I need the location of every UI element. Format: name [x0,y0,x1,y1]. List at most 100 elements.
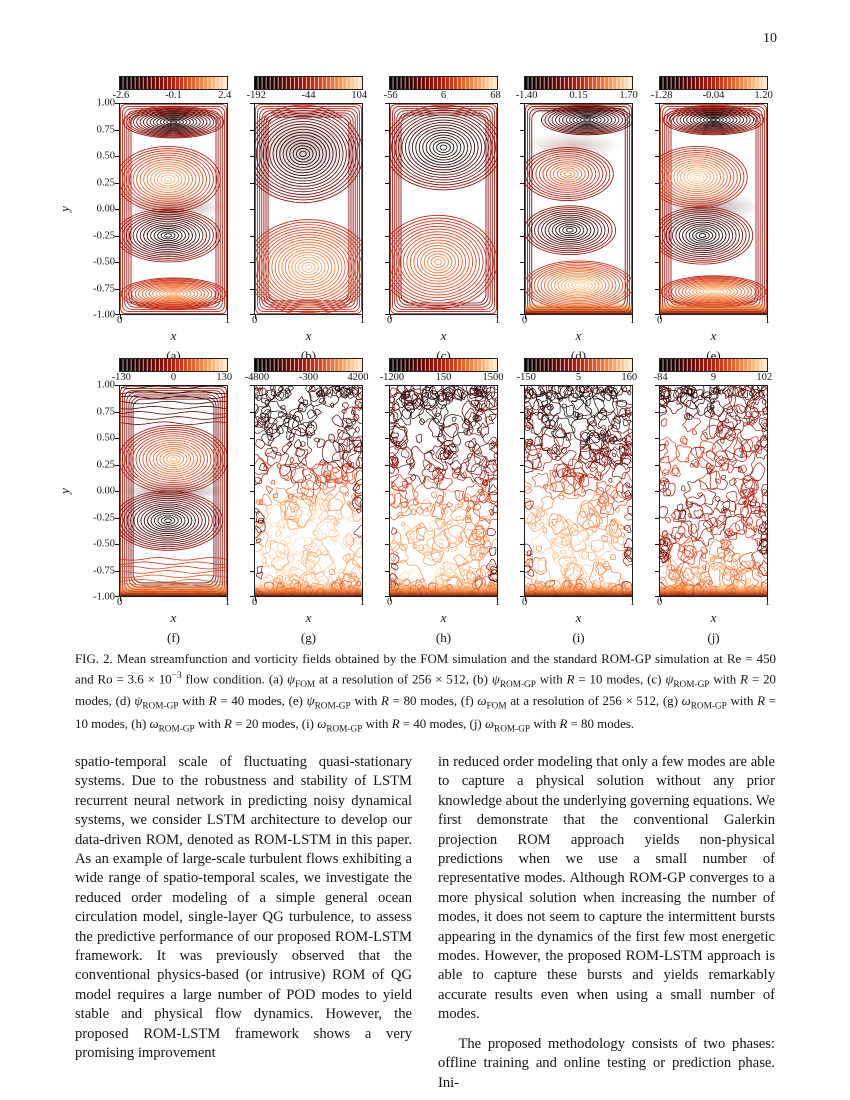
y-axis-tick-labels: 1.00 0.75 0.50 0.25 0.00 -0.25 -0.50 -0.75 -1.00 [79,380,115,603]
colorbar-tick-mid: 0.15 [569,90,588,101]
contour-plot-e [659,103,768,315]
colorbar-ticks: -192 -44 104 [247,90,367,103]
y-tick-mark [115,544,119,545]
subplot-e: -1.28 -0.04 1.20 0 1 x (e) [651,76,773,364]
subplot-a: -2.6 -0.1 2.4 1.00 0.75 0.50 0.25 0.00 -0.25 -0.5… [57,76,232,364]
colorbar-tick-min: -2.6 [112,90,130,101]
x-tick-label: 0 [657,597,663,608]
x-tick-mark [631,597,633,601]
x-axis-title: x [170,328,177,343]
y-tick-mark [115,411,119,413]
colorbar-ticks: -1200 150 1500 [380,372,504,385]
x-axis-title: x [575,610,582,625]
y-tick-mark [520,491,524,492]
y-tick-mark [520,103,524,104]
colorbar-h [389,358,498,372]
colorbar-c [389,76,498,90]
y-tick-mark [655,288,659,290]
subplot-label: (j) [707,630,720,645]
figure-row-vorticity: -130 0 130 1.00 0.75 0.50 0.25 0.00 -0.25 -0.50 -0… [57,358,772,646]
x-tick-mark [766,315,768,319]
y-tick-mark [250,385,254,386]
contour-plot-j [659,385,768,597]
y-tick-mark [250,517,254,519]
plot-area-a: 1.00 0.75 0.50 0.25 0.00 -0.25 -0.50 -0.75 -1.00… [57,98,228,321]
subplot-g: -4800 -300 4200 0 1 x (g) [245,358,368,646]
y-tick-label: -0.75 [93,283,115,294]
paragraph: in reduced order modeling that only a fe… [438,754,775,1023]
y-tick-mark [385,103,389,104]
x-tick-label: 0 [252,315,258,326]
colorbar-ticks: -2.6 -0.1 2.4 [113,90,232,103]
colorbar-tick-mid: -0.04 [702,90,725,101]
y-tick-mark [385,464,389,466]
y-tick-mark [385,156,389,157]
page-number: 10 [763,31,777,46]
plot-area-e [655,103,768,319]
colorbar-tick-min: -192 [246,90,266,101]
x-tick-mark [226,597,228,601]
colorbar-tick-min: -1.28 [650,90,673,101]
contour-plot-b [254,103,363,315]
colorbar-tick-min: -56 [383,90,398,101]
x-tick-label: 0 [117,315,123,326]
colorbar-ticks: -130 0 130 [112,372,232,385]
y-tick-mark [520,464,524,466]
x-tick-mark [254,315,256,319]
x-tick-mark [226,315,228,319]
colorbar-tick-mid: -44 [301,90,316,101]
y-tick-label: 0.50 [96,150,115,162]
colorbar-tick-max: 104 [351,90,368,101]
colorbar-tick-max: 1.20 [754,90,773,101]
y-tick-mark [250,129,254,131]
colorbar-tick-min: -130 [111,372,131,383]
x-tick-mark [119,597,121,601]
y-tick-mark [655,517,659,519]
y-tick-label: 0.75 [96,124,115,135]
y-tick-mark [250,182,254,184]
plot-area-h [385,385,498,601]
x-axis-title: x [710,610,717,625]
colorbar-tick-min: -150 [516,372,536,383]
y-tick-mark [520,438,524,439]
y-tick-mark [250,464,254,466]
colorbar-tick-min: -84 [653,372,668,383]
y-tick-mark [250,288,254,290]
y-tick-label: -0.25 [93,512,115,523]
contour-plot-i [524,385,633,597]
y-tick-mark [655,235,659,237]
colorbar-tick-min: -1200 [379,372,405,383]
y-tick-label: 1.00 [96,379,115,391]
y-tick-mark [250,103,254,104]
y-tick-mark [655,596,659,597]
y-tick-mark [520,262,524,263]
x-tick-mark [389,597,391,601]
y-tick-label: 0.50 [96,432,115,444]
colorbar-a [119,76,228,90]
y-tick-label: -0.25 [93,230,115,241]
x-tick-label: 1 [494,315,500,326]
x-axis-title: x [575,328,582,343]
y-tick-label: 1.00 [96,97,115,109]
colorbar-tick-max: 2.4 [218,90,232,101]
colorbar-tick-mid: 5 [575,372,582,383]
y-tick-mark [115,385,119,386]
plot-area-g [250,385,363,601]
paragraph: spatio-temporal scale of fluctuating qua… [75,754,412,1062]
y-tick-mark [250,209,254,210]
x-tick-mark [361,597,363,601]
colorbar-ticks: -1.40 0.15 1.70 [516,90,638,103]
colorbar-tick-max: 1.70 [619,90,638,101]
y-tick-mark [655,385,659,386]
x-tick-mark [524,597,526,601]
subplot-j: -84 9 102 0 1 x (j) [654,358,772,646]
y-tick-mark [520,156,524,157]
y-tick-label: -0.50 [93,256,115,268]
x-tick-label: 1 [764,315,770,326]
colorbar-ticks: -1.28 -0.04 1.20 [651,90,773,103]
